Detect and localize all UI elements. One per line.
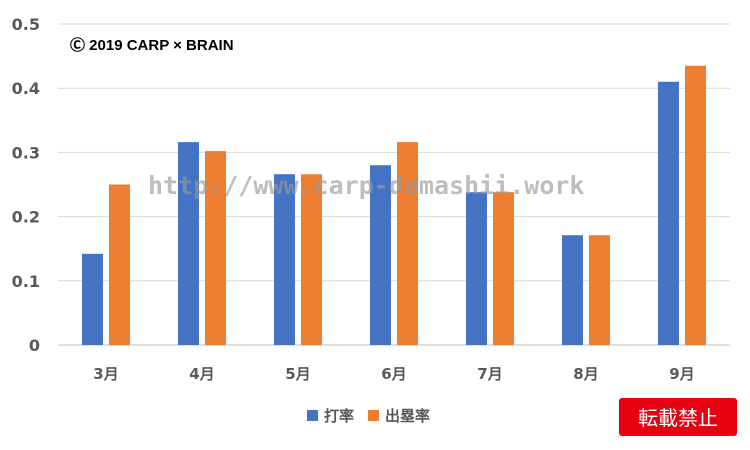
bar-batting-avg bbox=[562, 235, 583, 345]
x-tick-label: 7月 bbox=[477, 365, 502, 383]
gridlines bbox=[58, 23, 730, 346]
legend-label: 打率 bbox=[324, 407, 354, 425]
watermark-url: http://www.carp-damashii.work bbox=[148, 171, 585, 200]
x-tick-label: 5月 bbox=[285, 365, 310, 383]
y-tick-label: 0.2 bbox=[12, 208, 40, 227]
bar-on-base-pct bbox=[301, 174, 322, 345]
legend-swatch bbox=[307, 410, 318, 421]
bar-batting-avg bbox=[178, 142, 199, 345]
legend-label: 出塁率 bbox=[385, 407, 430, 425]
y-tick-label: 0.5 bbox=[12, 15, 40, 34]
bar-on-base-pct bbox=[397, 142, 418, 345]
bar-batting-avg bbox=[466, 192, 487, 345]
bar-batting-avg bbox=[82, 253, 103, 345]
no-reprint-badge: 転載禁止 bbox=[619, 398, 737, 436]
bar-batting-avg bbox=[658, 81, 679, 345]
bars bbox=[82, 65, 706, 345]
bar-on-base-pct bbox=[589, 235, 610, 345]
bar-on-base-pct bbox=[493, 192, 514, 345]
bar-on-base-pct bbox=[109, 184, 130, 345]
bar-on-base-pct bbox=[205, 151, 226, 345]
x-tick-label: 3月 bbox=[93, 365, 118, 383]
badge-label: 転載禁止 bbox=[638, 406, 718, 430]
y-tick-label: 0.4 bbox=[12, 79, 40, 98]
y-tick-label: 0.1 bbox=[12, 272, 40, 291]
x-tick-label: 6月 bbox=[381, 365, 406, 383]
y-tick-label: 0 bbox=[29, 336, 40, 355]
legend-swatch bbox=[368, 410, 379, 421]
x-tick-label: 4月 bbox=[189, 365, 214, 383]
badge-background bbox=[619, 398, 737, 436]
legend: 打率 出塁率 bbox=[307, 407, 430, 425]
bar-batting-avg bbox=[274, 174, 295, 345]
x-axis: 3月 4月 5月 6月 7月 8月 9月 bbox=[93, 365, 694, 383]
copyright-text: Ⓒ 2019 CARP × BRAIN bbox=[70, 36, 234, 54]
y-axis: 0 0.1 0.2 0.3 0.4 0.5 bbox=[12, 15, 40, 355]
x-tick-label: 9月 bbox=[669, 365, 694, 383]
y-tick-label: 0.3 bbox=[12, 143, 40, 162]
x-tick-label: 8月 bbox=[573, 365, 598, 383]
bar-batting-avg bbox=[370, 165, 391, 345]
bar-on-base-pct bbox=[685, 65, 706, 345]
